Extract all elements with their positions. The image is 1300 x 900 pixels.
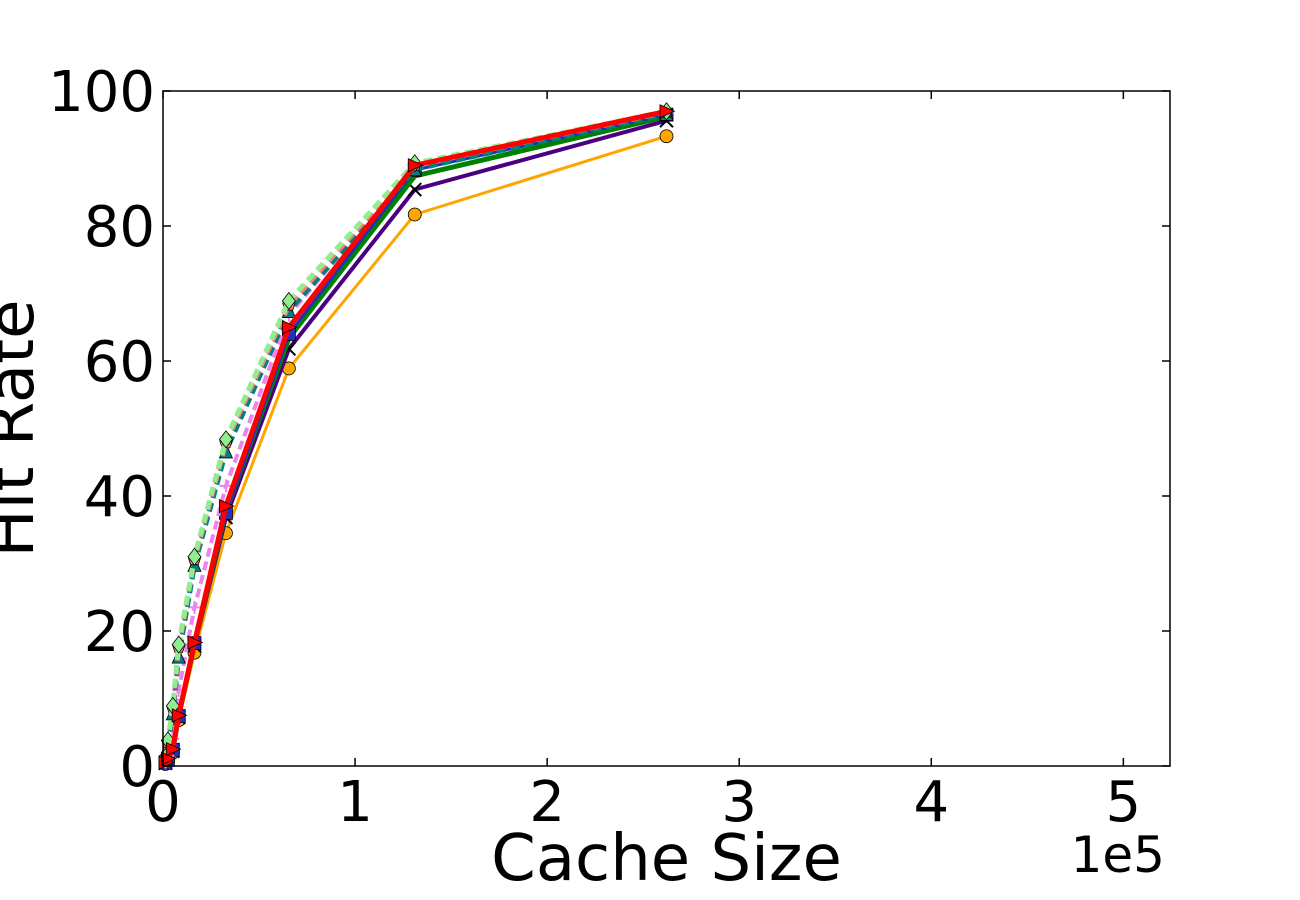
- data-point: [218, 430, 233, 449]
- y-tick-label: 60: [84, 330, 155, 395]
- data-point: [165, 742, 182, 757]
- y-tick-label: 80: [84, 195, 155, 260]
- x-tick-label: 4: [913, 770, 949, 835]
- data-point: [407, 158, 424, 173]
- data-point: [219, 499, 235, 514]
- series-7: [158, 102, 674, 767]
- y-tick-label: 20: [84, 600, 155, 665]
- y-tick-label: 0: [119, 735, 155, 800]
- series-4: [158, 106, 673, 769]
- y-tick-label: 100: [48, 60, 155, 125]
- series-8: [158, 104, 676, 770]
- x-tick-label: 0: [145, 770, 181, 835]
- data-point: [171, 708, 188, 723]
- series-6: [158, 104, 674, 764]
- data-point: [281, 320, 298, 335]
- x-axis-label: Cache Size: [491, 822, 842, 896]
- series-5: [158, 105, 674, 767]
- data-point: [187, 635, 204, 650]
- y-tick-label: 40: [84, 465, 155, 530]
- data-point: [407, 207, 422, 222]
- x-tick-label: 3: [721, 770, 757, 835]
- data-point: [187, 547, 202, 566]
- series-line: [164, 134, 667, 765]
- data-point: [659, 104, 676, 119]
- x-tick-label: 1: [337, 770, 373, 835]
- data-point: [281, 291, 296, 311]
- data-point: [219, 479, 233, 493]
- y-axis-label: Hit Rate: [0, 299, 49, 557]
- ticks-layer: 0 20 40 60 80 100 0 1 2 3 4 5: [48, 60, 1170, 835]
- series-layer: [158, 102, 676, 771]
- data-point: [171, 635, 186, 654]
- x-axis-offset-label: 1e5: [1071, 826, 1165, 884]
- x-tick-label: 5: [1106, 770, 1142, 835]
- series-3: [158, 107, 674, 770]
- x-tick-label: 2: [529, 770, 565, 835]
- plot-frame: [162, 90, 1171, 767]
- data-point: [161, 751, 177, 766]
- data-point: [187, 600, 201, 614]
- series-0: [158, 129, 674, 771]
- data-point: [659, 129, 674, 144]
